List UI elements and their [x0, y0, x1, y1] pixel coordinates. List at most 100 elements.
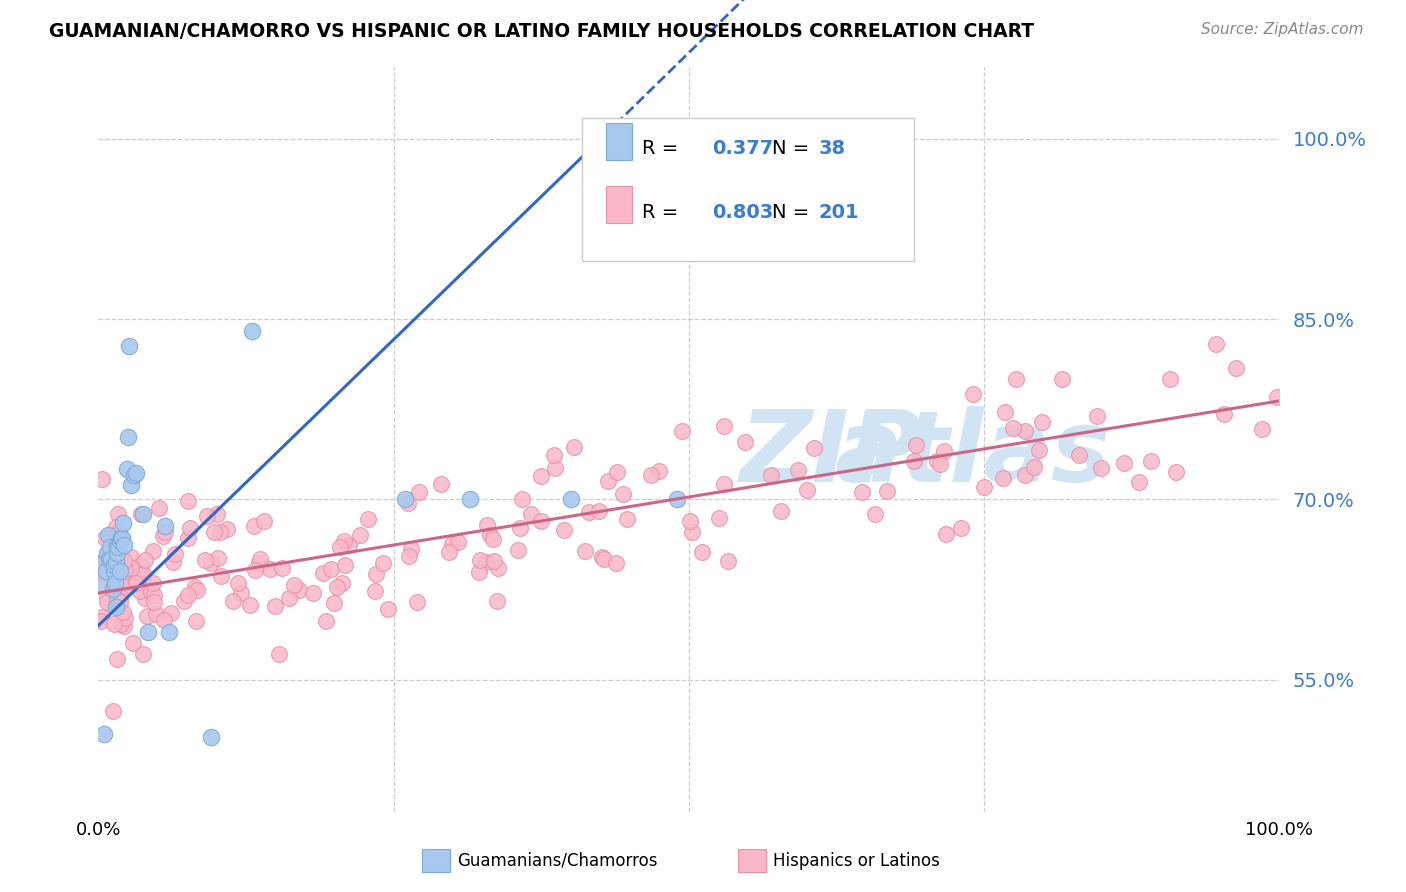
Point	[90, 615, 112, 629]
Point	[349, 528, 371, 542]
Point	[475, 555, 498, 569]
Point	[253, 514, 276, 528]
Point	[1031, 415, 1053, 429]
Point	[91, 566, 114, 581]
Point	[112, 516, 135, 531]
Point	[145, 607, 167, 622]
Point	[1002, 421, 1025, 435]
Point	[713, 477, 735, 491]
Point	[110, 616, 132, 631]
Point	[605, 556, 627, 570]
Point	[734, 435, 756, 450]
Point	[1014, 424, 1036, 438]
Point	[596, 475, 619, 489]
Point	[560, 492, 582, 507]
Point	[506, 543, 529, 558]
Point	[562, 440, 585, 454]
Point	[690, 545, 713, 559]
Point	[530, 469, 553, 483]
Point	[1265, 390, 1288, 404]
Text: Hispanics or Latinos: Hispanics or Latinos	[773, 852, 941, 870]
Point	[486, 561, 509, 575]
Point	[399, 541, 422, 556]
Point	[787, 463, 810, 477]
Point	[239, 599, 262, 613]
Point	[430, 476, 453, 491]
Point	[120, 561, 142, 575]
Point	[479, 528, 502, 542]
Point	[1085, 409, 1108, 423]
Point	[105, 555, 128, 569]
Point	[215, 522, 238, 536]
Point	[394, 492, 416, 507]
Point	[173, 594, 195, 608]
Point	[122, 636, 145, 650]
Text: N =: N =	[772, 139, 815, 159]
Point	[1022, 459, 1045, 474]
Point	[202, 525, 225, 540]
Point	[337, 538, 360, 552]
Point	[120, 558, 142, 573]
Point	[91, 555, 114, 569]
Point	[243, 518, 266, 533]
Point	[136, 609, 159, 624]
Point	[112, 582, 135, 596]
Point	[97, 566, 120, 581]
Point	[134, 553, 156, 567]
Point	[863, 507, 886, 521]
Point	[408, 484, 430, 499]
Point	[98, 552, 121, 566]
Point	[406, 595, 429, 609]
Point	[177, 532, 200, 546]
Point	[468, 565, 491, 579]
Point	[184, 580, 207, 594]
Point	[439, 545, 461, 559]
Point	[366, 567, 388, 582]
Point	[143, 595, 166, 609]
Point	[105, 592, 128, 607]
Point	[103, 565, 125, 579]
Point	[90, 610, 112, 624]
Point	[177, 588, 200, 602]
Point	[475, 518, 498, 533]
Point	[1164, 465, 1187, 479]
Point	[876, 484, 898, 499]
Point	[962, 387, 984, 401]
Point	[142, 544, 165, 558]
Text: R =: R =	[641, 202, 685, 221]
Point	[112, 538, 135, 552]
Point	[112, 619, 135, 633]
Point	[553, 524, 575, 538]
Point	[110, 531, 132, 545]
Point	[666, 492, 689, 507]
Point	[1251, 422, 1274, 436]
Point	[396, 496, 419, 510]
Text: 201: 201	[818, 202, 859, 221]
Point	[152, 613, 174, 627]
Point	[111, 566, 134, 580]
Point	[104, 558, 127, 573]
Point	[717, 554, 740, 568]
Point	[200, 556, 222, 570]
Point	[520, 508, 543, 522]
Point	[163, 547, 186, 561]
Point	[606, 465, 628, 479]
Point	[928, 457, 950, 471]
Point	[186, 583, 208, 598]
Point	[509, 521, 531, 535]
Point	[107, 541, 129, 555]
Point	[125, 466, 148, 480]
Point	[98, 541, 121, 555]
Point	[616, 512, 638, 526]
Point	[1069, 448, 1091, 462]
Text: R =: R =	[641, 139, 685, 159]
Point	[153, 518, 176, 533]
Point	[157, 624, 180, 639]
Point	[115, 462, 138, 476]
Point	[114, 580, 136, 594]
Point	[96, 546, 118, 560]
Point	[101, 582, 124, 597]
Point	[105, 652, 128, 666]
Point	[612, 486, 634, 500]
Point	[264, 599, 287, 613]
